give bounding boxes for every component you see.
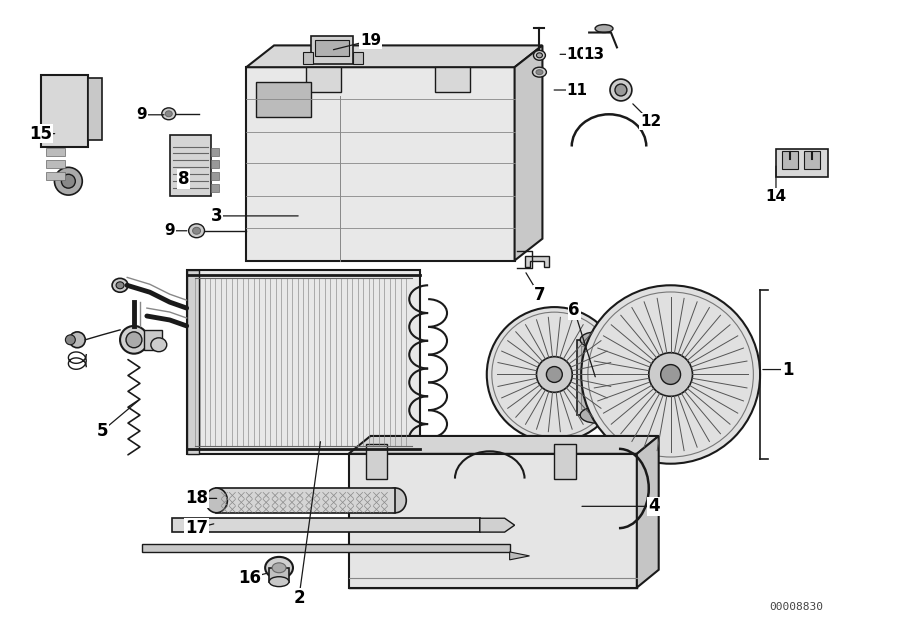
Bar [46, 149, 66, 156]
Bar [776, 149, 828, 177]
Polygon shape [348, 436, 659, 454]
Ellipse shape [586, 373, 606, 382]
Text: 5: 5 [96, 422, 108, 440]
Bar [172, 518, 480, 532]
Ellipse shape [120, 326, 148, 354]
Bar [212, 184, 220, 192]
Ellipse shape [151, 338, 166, 352]
Ellipse shape [384, 488, 406, 513]
Ellipse shape [536, 53, 543, 58]
Ellipse shape [162, 108, 176, 120]
Ellipse shape [272, 563, 286, 573]
Text: 2: 2 [293, 589, 305, 606]
Polygon shape [509, 552, 529, 560]
Polygon shape [525, 255, 549, 267]
Text: 9: 9 [137, 107, 148, 123]
Bar [306, 67, 341, 92]
Text: 8: 8 [178, 170, 189, 188]
Ellipse shape [615, 84, 627, 96]
Text: 11: 11 [567, 83, 588, 98]
Ellipse shape [266, 557, 293, 578]
Text: 10: 10 [567, 47, 588, 62]
Bar [186, 271, 420, 454]
Polygon shape [480, 518, 515, 532]
Bar [212, 172, 220, 180]
Ellipse shape [205, 488, 228, 513]
Ellipse shape [487, 307, 622, 442]
Bar [212, 149, 220, 156]
Text: 19: 19 [360, 33, 381, 48]
Ellipse shape [649, 352, 692, 396]
Bar [577, 340, 615, 415]
Ellipse shape [193, 227, 201, 234]
Ellipse shape [536, 70, 543, 75]
Bar [46, 172, 66, 180]
Ellipse shape [166, 111, 172, 117]
Ellipse shape [189, 224, 204, 237]
Text: 18: 18 [185, 490, 208, 507]
Text: 15: 15 [29, 124, 52, 143]
Bar [40, 75, 88, 147]
Ellipse shape [536, 357, 572, 392]
Polygon shape [637, 436, 659, 587]
Circle shape [61, 174, 76, 188]
Text: 7: 7 [534, 286, 545, 304]
Ellipse shape [580, 407, 612, 423]
Bar [256, 82, 310, 117]
Ellipse shape [116, 282, 124, 289]
Text: 4: 4 [648, 497, 660, 516]
Bar [554, 444, 576, 479]
Text: 1: 1 [782, 361, 794, 378]
Bar [348, 454, 637, 587]
Bar [212, 161, 220, 168]
Text: 9: 9 [165, 224, 176, 238]
Text: 17: 17 [185, 519, 208, 537]
Bar [88, 78, 103, 140]
Circle shape [55, 168, 82, 195]
Ellipse shape [126, 332, 142, 348]
Polygon shape [247, 45, 543, 67]
Text: 13: 13 [583, 47, 605, 62]
Bar [46, 161, 66, 168]
Bar [353, 52, 363, 64]
Text: 00008830: 00008830 [769, 603, 823, 612]
Ellipse shape [546, 366, 562, 382]
Bar [435, 67, 470, 92]
Ellipse shape [533, 67, 546, 77]
Bar [269, 568, 289, 582]
Ellipse shape [661, 364, 680, 384]
Bar [310, 36, 353, 64]
Ellipse shape [610, 79, 632, 101]
Text: 12: 12 [640, 114, 662, 130]
Bar [144, 330, 162, 350]
Text: 16: 16 [238, 569, 261, 587]
Bar [315, 41, 348, 57]
Circle shape [66, 335, 76, 345]
Bar [142, 544, 509, 552]
Text: 14: 14 [765, 189, 787, 204]
Ellipse shape [534, 50, 545, 60]
Polygon shape [515, 45, 543, 260]
Bar [170, 135, 211, 196]
Bar [303, 52, 313, 64]
Ellipse shape [580, 332, 612, 348]
Ellipse shape [112, 278, 128, 292]
Bar [247, 67, 515, 260]
Bar [365, 444, 387, 479]
Bar [804, 152, 820, 170]
Bar [581, 345, 611, 409]
Bar [186, 271, 199, 454]
Ellipse shape [595, 25, 613, 32]
Bar [217, 488, 395, 513]
Text: 3: 3 [211, 207, 222, 225]
Ellipse shape [581, 285, 760, 464]
Bar [782, 152, 797, 170]
Ellipse shape [269, 577, 289, 587]
Text: 6: 6 [569, 301, 580, 319]
Circle shape [69, 332, 86, 348]
